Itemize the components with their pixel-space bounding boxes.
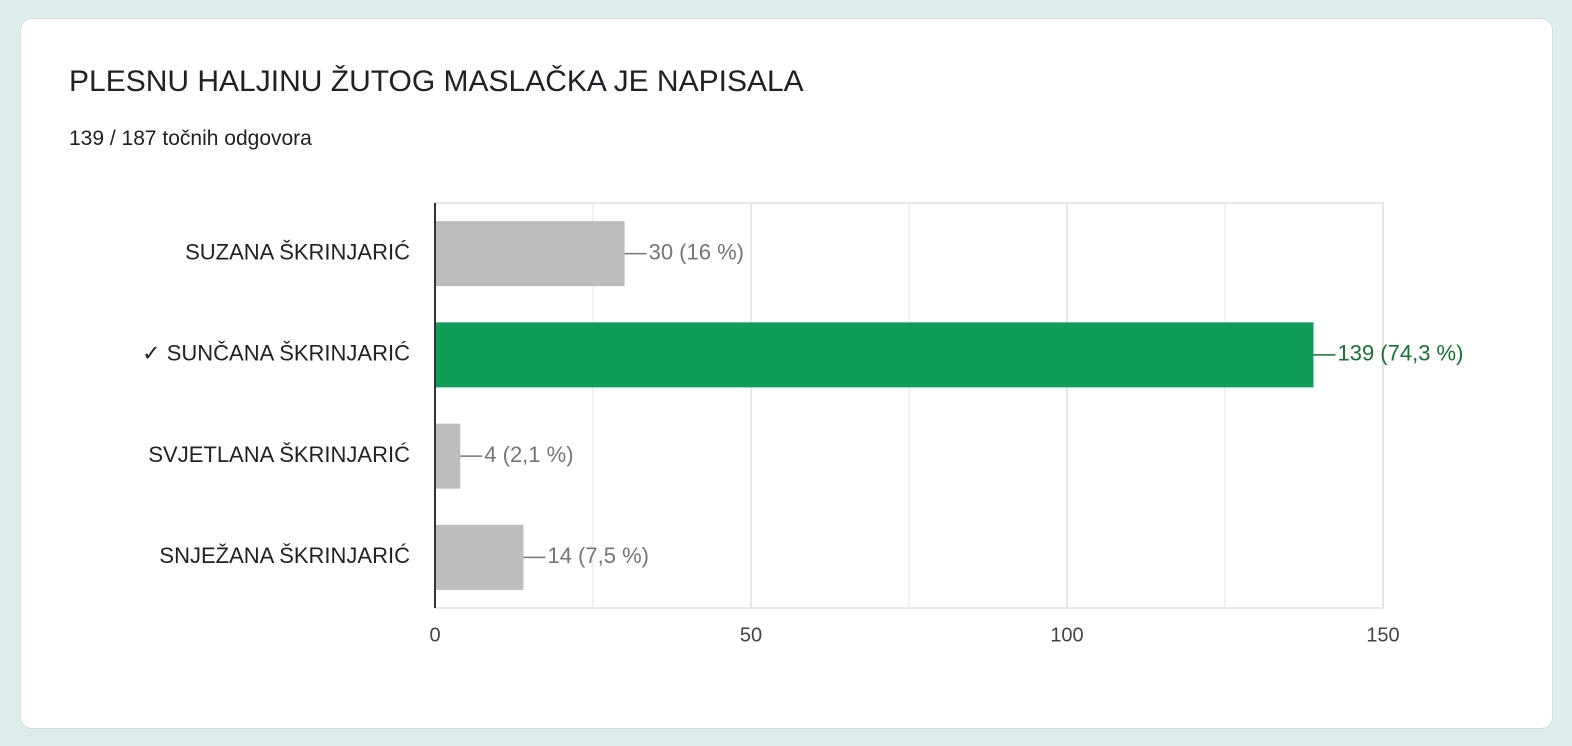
value-label: 139 (74,3 %) xyxy=(1337,341,1463,366)
x-tick-label: 100 xyxy=(1050,624,1083,646)
y-tick-label: ✓ SUNČANA ŠKRINJARIĆ xyxy=(142,341,410,366)
x-tick-label: 0 xyxy=(429,624,440,646)
value-label: 30 (16 %) xyxy=(649,239,744,264)
y-tick-label: SNJEŽANA ŠKRINJARIĆ xyxy=(159,543,410,568)
bar xyxy=(435,524,524,590)
value-label: 4 (2,1 %) xyxy=(484,442,573,467)
score-summary: 139 / 187 točnih odgovora xyxy=(69,127,312,150)
x-tick-label: 50 xyxy=(740,624,762,646)
value-label: 14 (7,5 %) xyxy=(547,543,649,568)
y-tick-label: SUZANA ŠKRINJARIĆ xyxy=(185,239,410,264)
bar xyxy=(435,423,461,489)
x-tick-label: 150 xyxy=(1366,624,1399,646)
bar xyxy=(435,221,625,287)
question-title: PLESNU HALJINU ŽUTOG MASLAČKA JE NAPISAL… xyxy=(69,65,804,98)
bar xyxy=(435,322,1314,388)
y-tick-label: SVJETLANA ŠKRINJARIĆ xyxy=(148,442,410,467)
